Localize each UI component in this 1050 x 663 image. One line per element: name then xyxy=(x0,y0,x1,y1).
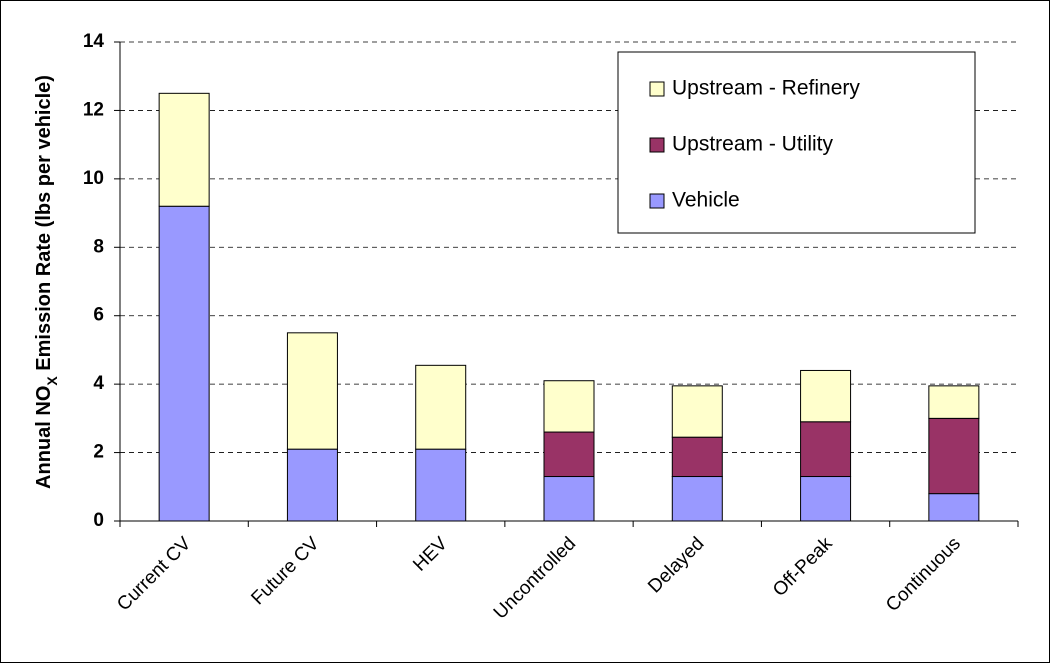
bar-segment xyxy=(800,369,852,423)
y-tick-label: 14 xyxy=(83,31,105,52)
bar-segment xyxy=(928,385,980,419)
legend-swatch xyxy=(649,193,665,209)
bar-segment xyxy=(928,493,980,522)
y-label-sub: X xyxy=(44,376,60,386)
y-tick-label: 8 xyxy=(93,236,104,257)
bar-segment xyxy=(671,385,723,438)
y-tick-label: 12 xyxy=(83,99,104,120)
bar-segment xyxy=(543,380,595,433)
bar-segment xyxy=(158,205,210,522)
y-label-part: Annual NO xyxy=(33,386,55,489)
y-label-part: Emission Rate (lbs per vehicle) xyxy=(33,75,55,376)
bar-segment xyxy=(158,92,210,207)
bar-segment xyxy=(800,476,852,522)
legend-label: Upstream - Refinery xyxy=(672,77,860,100)
bar-segment xyxy=(286,332,338,450)
legend: Vehicle Upstream - Utility Upstream - Refi… xyxy=(617,51,976,234)
y-tick-label: 10 xyxy=(83,168,104,189)
legend-label: Vehicle xyxy=(672,189,740,212)
legend-box xyxy=(617,51,976,234)
bar-segment xyxy=(286,448,338,522)
legend-swatch xyxy=(649,81,665,97)
y-tick-label: 4 xyxy=(93,373,104,394)
bar-segment xyxy=(543,476,595,522)
bar-segment xyxy=(671,436,723,478)
bar-segment xyxy=(928,417,980,495)
y-tick-label: 0 xyxy=(93,510,104,531)
bar-segment xyxy=(415,364,467,450)
legend-swatch xyxy=(649,137,665,153)
bar-segment xyxy=(800,421,852,478)
bar-segment xyxy=(671,476,723,522)
legend-label: Upstream - Utility xyxy=(672,133,834,156)
y-tick-label: 6 xyxy=(93,305,104,326)
y-axis-label: Annual NOX Emission Rate (lbs per vehicl… xyxy=(33,75,59,489)
y-tick-label: 2 xyxy=(93,442,104,463)
bar-segment xyxy=(543,431,595,478)
bar-segment xyxy=(415,448,467,522)
